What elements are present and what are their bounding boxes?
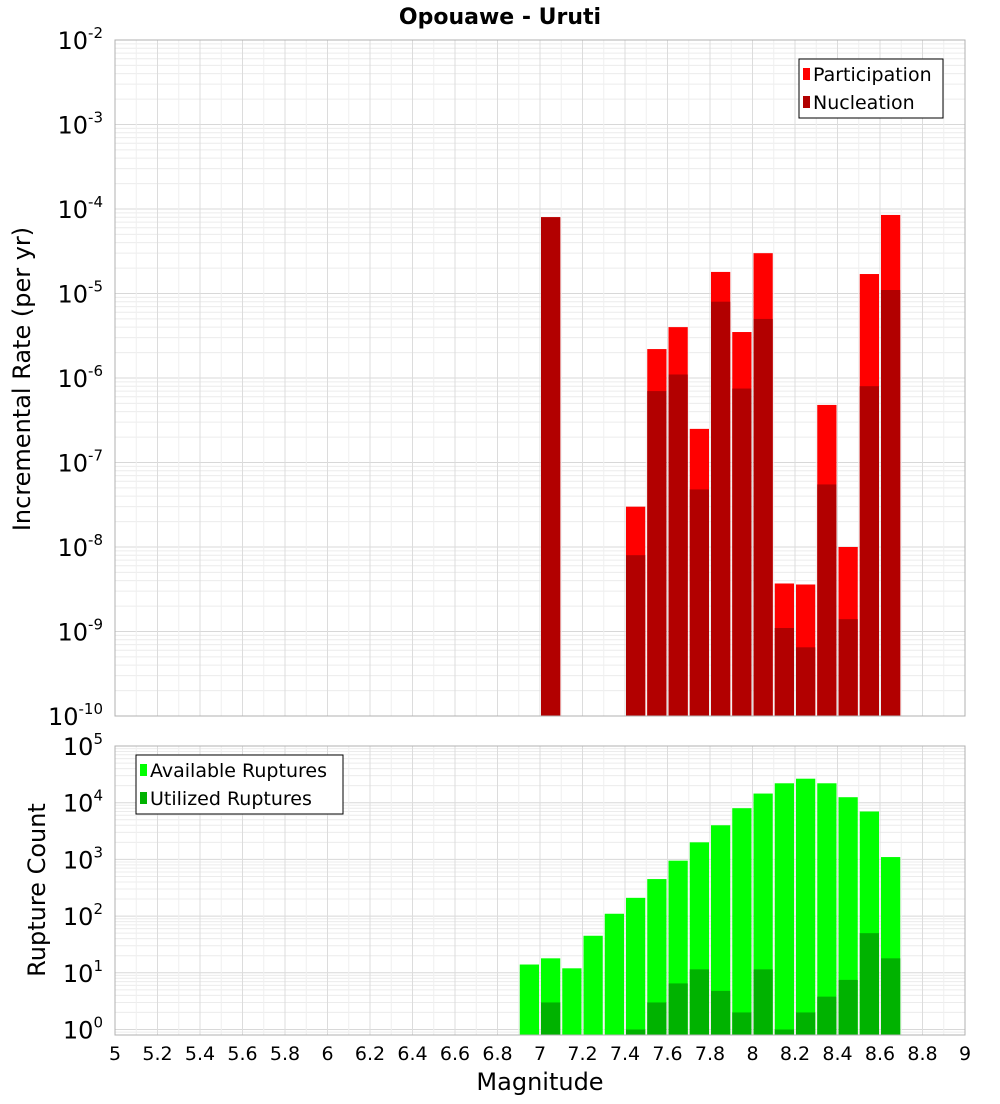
top-bar-nucleation: [796, 647, 816, 716]
x-tick-label: 6.2: [355, 1043, 385, 1065]
top-y-axis-label: Incremental Rate (per yr): [8, 227, 36, 531]
bottom-legend-swatch: [140, 764, 147, 776]
x-tick-label: 8: [746, 1043, 758, 1065]
top-bar-nucleation: [668, 374, 688, 716]
x-tick-label: 6.4: [397, 1043, 427, 1065]
bottom-bar-available-ruptures: [519, 964, 539, 1035]
top-y-tick-label: 10-7: [57, 447, 103, 478]
top-bar-nucleation: [541, 217, 561, 716]
bottom-bar-available-ruptures: [817, 783, 837, 1035]
bottom-bar-utilized-ruptures: [881, 958, 901, 1035]
top-bar-nucleation: [859, 386, 879, 716]
bottom-bar-available-ruptures: [562, 968, 582, 1035]
bottom-bar-available-ruptures: [774, 783, 794, 1035]
x-tick-label: 7.2: [567, 1043, 597, 1065]
bottom-y-axis-label: Rupture Count: [23, 803, 51, 977]
bottom-legend-box: [135, 754, 344, 815]
top-bar-nucleation: [689, 489, 709, 716]
bottom-legend-label: Available Ruptures: [150, 760, 327, 782]
bottom-bar-available-ruptures: [732, 808, 752, 1035]
top-bar-nucleation: [711, 301, 731, 716]
x-tick-label: 8.2: [780, 1043, 810, 1065]
top-y-tick-label: 10-3: [57, 109, 103, 140]
top-bar-nucleation: [774, 628, 794, 716]
x-tick-label: 5.6: [227, 1043, 257, 1065]
x-tick-label: 6.8: [482, 1043, 512, 1065]
x-tick-label: 6.6: [440, 1043, 470, 1065]
bottom-bar-available-ruptures: [711, 825, 731, 1035]
bottom-y-tick-label: 102: [63, 900, 103, 931]
x-tick-label: 8.4: [822, 1043, 852, 1065]
bottom-bar-available-ruptures: [796, 778, 816, 1035]
top-y-tick-label: 10-9: [57, 616, 103, 647]
top-legend-box: [798, 58, 944, 119]
x-tick-label: 5: [109, 1043, 121, 1065]
top-y-tick-label: 10-2: [57, 24, 103, 55]
bottom-bar-available-ruptures: [626, 897, 646, 1035]
top-bar-nucleation: [817, 484, 837, 716]
bottom-bar-utilized-ruptures: [541, 1002, 561, 1035]
x-tick-label: 8.8: [907, 1043, 937, 1065]
bottom-bar-utilized-ruptures: [668, 983, 688, 1035]
bottom-y-tick-label: 101: [63, 957, 103, 988]
bottom-bar-utilized-ruptures: [689, 969, 709, 1035]
top-y-tick-label: 10-8: [57, 531, 103, 562]
x-tick-label: 7: [534, 1043, 546, 1065]
bottom-legend-label: Utilized Ruptures: [150, 788, 312, 810]
bottom-plot-frame: [114, 745, 966, 1036]
x-tick-label: 7.6: [652, 1043, 682, 1065]
x-tick-label: 5.8: [270, 1043, 300, 1065]
bottom-y-tick-label: 103: [63, 843, 103, 874]
x-tick-label: 5.4: [185, 1043, 215, 1065]
top-bar-nucleation: [753, 318, 773, 716]
bottom-y-tick-label: 104: [63, 787, 103, 818]
bottom-bar-utilized-ruptures: [838, 979, 858, 1035]
top-bar-nucleation: [626, 555, 646, 716]
x-tick-label: 5.2: [142, 1043, 172, 1065]
bottom-bar-available-ruptures: [647, 879, 667, 1035]
bottom-bar-utilized-ruptures: [626, 1029, 646, 1035]
chart-title: Opouawe - Uruti: [399, 5, 601, 30]
x-tick-label: 7.4: [610, 1043, 640, 1065]
bottom-bar-utilized-ruptures: [711, 990, 731, 1035]
top-plot-frame: [114, 39, 966, 717]
top-y-tick-label: 10-5: [57, 278, 103, 309]
top-legend-label: Nucleation: [813, 92, 915, 114]
x-tick-label: 8.6: [865, 1043, 895, 1065]
bottom-bar-utilized-ruptures: [817, 996, 837, 1035]
top-legend-label: Participation: [813, 64, 932, 86]
top-bar-nucleation: [881, 290, 901, 716]
bottom-legend-swatch: [140, 792, 147, 804]
top-bar-nucleation: [732, 388, 752, 716]
x-axis-label: Magnitude: [476, 1068, 603, 1096]
top-bar-nucleation: [838, 619, 858, 716]
top-bar-nucleation: [647, 391, 667, 716]
top-y-tick-label: 10-10: [48, 700, 103, 731]
bottom-bar-utilized-ruptures: [732, 1012, 752, 1035]
top-y-tick-label: 10-6: [57, 362, 103, 393]
top-legend-swatch: [803, 96, 810, 108]
x-tick-label: 9: [959, 1043, 971, 1065]
bottom-y-tick-label: 105: [63, 730, 103, 761]
top-y-tick-label: 10-4: [57, 193, 103, 224]
bottom-bar-utilized-ruptures: [859, 933, 879, 1035]
bottom-bar-available-ruptures: [604, 913, 624, 1035]
x-tick-label: 7.8: [695, 1043, 725, 1065]
bottom-bar-utilized-ruptures: [796, 1012, 816, 1035]
bottom-bar-utilized-ruptures: [774, 1029, 794, 1035]
bottom-bar-utilized-ruptures: [647, 1002, 667, 1035]
bottom-bar-available-ruptures: [583, 935, 603, 1035]
bottom-y-tick-label: 100: [63, 1014, 103, 1045]
bottom-bar-utilized-ruptures: [753, 969, 773, 1035]
x-tick-label: 6: [321, 1043, 333, 1065]
top-legend-swatch: [803, 68, 810, 80]
bottom-bar-available-ruptures: [838, 797, 858, 1035]
